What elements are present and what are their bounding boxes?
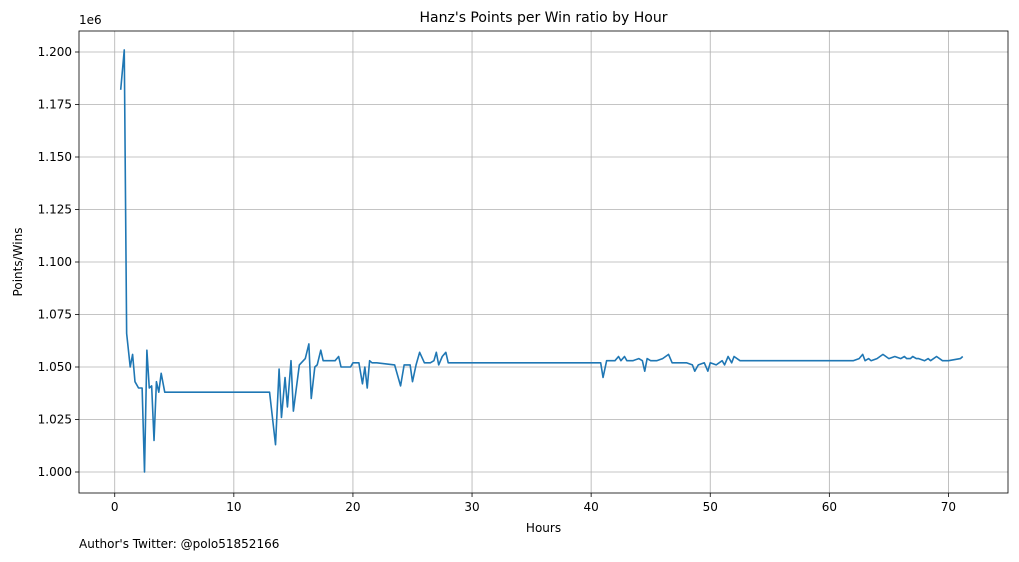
y-tick-label: 1.075 <box>38 308 72 322</box>
y-offset-label: 1e6 <box>79 13 102 27</box>
y-tick-label: 1.025 <box>38 413 72 427</box>
y-tick-label: 1.200 <box>38 45 72 59</box>
chart-title: Hanz's Points per Win ratio by Hour <box>420 10 668 26</box>
x-tick-label: 20 <box>345 500 360 514</box>
y-tick-label: 1.000 <box>38 465 72 479</box>
y-tick-label: 1.150 <box>38 150 72 164</box>
x-tick-label: 30 <box>464 500 479 514</box>
x-axis-label: Hours <box>526 521 561 535</box>
x-tick-label: 70 <box>941 500 956 514</box>
x-tick-label: 40 <box>584 500 599 514</box>
y-axis-ticks: 1.000 1.025 1.050 1.075 1.100 1.125 1.150 1.175… <box>38 45 79 479</box>
x-tick-label: 60 <box>822 500 837 514</box>
x-axis-ticks: 0 10 20 30 40 50 60 70 <box>111 493 956 514</box>
y-tick-label: 1.050 <box>38 360 72 374</box>
y-axis-label: Points/Wins <box>11 228 25 297</box>
plot-area <box>119 49 964 473</box>
grid-lines <box>79 31 1008 493</box>
series-line <box>119 49 964 473</box>
author-credit: Author's Twitter: @polo51852166 <box>79 537 280 551</box>
x-tick-label: 10 <box>226 500 241 514</box>
x-tick-label: 50 <box>703 500 718 514</box>
y-tick-label: 1.100 <box>38 255 72 269</box>
x-tick-label: 0 <box>111 500 119 514</box>
y-tick-label: 1.125 <box>38 203 72 217</box>
y-tick-label: 1.175 <box>38 98 72 112</box>
